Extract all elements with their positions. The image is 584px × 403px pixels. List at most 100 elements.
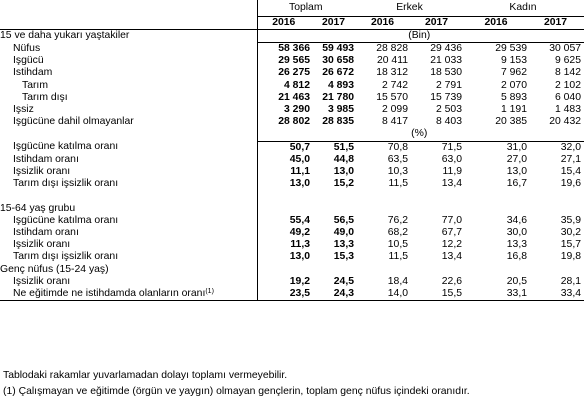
value-cell: 33,1 [465, 287, 530, 302]
row-label: Ne eğitimde ne istihdamda olanların oran… [0, 287, 257, 302]
group-header-1: Erkek [357, 0, 465, 17]
table-row: İşgücüne katılma oranı 55,4 56,5 76,2 77,0 34… [0, 214, 584, 227]
row-label: İşgücüne katılma oranı [0, 141, 257, 154]
value-cell: 16,8 [506, 251, 527, 263]
row-label: İşgücüne katılma oranı [0, 215, 257, 227]
table-row: Ne eğitimde ne istihdamda olanların oran… [0, 287, 584, 302]
row-label: İstihdam [0, 67, 257, 79]
value-cell: 63,0 [441, 153, 462, 165]
table-row: Tarım dışı işsizlik oranı 13,0 15,2 11,5 13,… [0, 178, 584, 191]
value-cell: 24,3 [313, 287, 357, 302]
table-row: İstihdam oranı 45,0 44,8 63,5 63,0 27,0 27,1 [0, 153, 584, 166]
value-cell: 30 057 [549, 42, 581, 54]
header-blank [0, 0, 257, 16]
value-cell: 12,2 [441, 239, 462, 251]
table-row: İstihdam 26 275 26 672 18 312 18 530 7 962 8 1… [0, 67, 584, 80]
row-label-text: İşsiz [13, 103, 34, 115]
section-15-64-title-blank [313, 203, 357, 215]
section-youth-title-label: Genç nüfus (15-24 yaş) [0, 263, 109, 275]
value-cell: 19,2 [256, 275, 313, 288]
row-label: Tarım [0, 80, 257, 92]
value-cell: 67,7 [441, 226, 462, 238]
value-cell: 1 483 [554, 103, 581, 115]
row-label-text: İstihdam [13, 67, 53, 79]
value-cell: 20 385 [495, 116, 527, 128]
value-cell: 77,0 [441, 214, 462, 226]
unit-percent-row: (%) [0, 128, 584, 142]
value-cell: 59 493 [322, 42, 354, 54]
table-row: İstihdam oranı 49,2 49,0 68,2 67,7 30,0 30,2 [0, 226, 584, 240]
row-label-text: Ne eğitimde ne istihdamda olanların oran… [13, 287, 206, 299]
row-label: Tarım dışı işsizlik oranı [0, 178, 257, 190]
value-cell: 26 275 [256, 67, 313, 80]
table-row: Tarım 4 812 4 893 2 742 2 791 2 070 2 102 [0, 79, 584, 92]
value-cell: 13,3 [333, 239, 354, 251]
row-label-text: İşsizlik oranı [13, 275, 71, 287]
value-cell: 49,0 [333, 226, 354, 238]
section-15-plus-title-label: 15 ve daha yukarı yaştakiler [0, 29, 130, 41]
table-row: İşgücüne dahil olmayanlar 28 802 28 835 8 4… [0, 116, 584, 129]
value-cell: 18,4 [387, 275, 408, 287]
table-row: Nüfus 58 366 59 493 28 828 29 436 29 539 30 05… [0, 42, 584, 56]
value-cell: 8 142 [554, 67, 581, 79]
value-cell: 4 893 [327, 79, 354, 91]
value-cell: 32,0 [560, 141, 581, 153]
row-label: İşgücü [0, 55, 257, 67]
year-header-1: 2017 [313, 16, 357, 30]
spacer [465, 190, 530, 202]
year-header-3: 2017 [411, 16, 465, 30]
table-row: Tarım dışı işsizlik oranı 13,0 15,3 11,5 13,… [0, 251, 584, 264]
value-cell: 2 070 [500, 79, 527, 91]
value-cell: 63,5 [387, 153, 408, 165]
table-row: İşgücüne katılma oranı 50,7 51,5 70,8 71,5 31… [0, 141, 584, 154]
row-label-text: Tarım dışı işsizlik oranı [13, 178, 119, 190]
row-label-text: İşgücüne katılma oranı [13, 141, 119, 153]
section-youth-title-blank [411, 264, 465, 276]
value-cell: 56,5 [333, 214, 354, 226]
value-cell: 21 033 [430, 55, 462, 67]
value-cell: 28 835 [322, 116, 354, 128]
value-cell: 28 828 [376, 42, 408, 54]
row-label-text: İşsizlik oranı [13, 239, 71, 251]
unit-percent-row-label: (%) [256, 128, 584, 142]
table-row: Tarım dışı 21 463 21 780 15 570 15 739 5 893 6… [0, 91, 584, 104]
year-header-2: 2016 [357, 16, 411, 30]
row-label: İşsizlik oranı [0, 239, 257, 251]
value-cell: 8 417 [381, 116, 408, 128]
value-cell: 70,8 [387, 141, 408, 153]
value-cell: 31,0 [506, 141, 527, 153]
neet-footnote: (1) Çalışmayan ve eğitimde (örgün ve yay… [3, 386, 470, 397]
value-cell: 20 411 [376, 55, 408, 67]
group-header-0: Toplam [256, 0, 357, 17]
value-cell: 27,1 [560, 153, 581, 165]
spacer [256, 190, 313, 203]
row-label: İstihdam oranı [0, 227, 257, 239]
year-header-row: 2016 2017 2016 2017 2016 2017 [0, 16, 584, 30]
value-cell: 58 366 [256, 42, 313, 56]
value-cell: 13,0 [256, 251, 313, 264]
value-cell: 20 432 [549, 116, 581, 128]
value-cell: 44,8 [333, 153, 354, 165]
value-cell: 15,3 [333, 251, 354, 263]
value-cell: 45,0 [256, 153, 313, 166]
value-cell: 2 102 [554, 79, 581, 91]
value-cell: 8 403 [435, 116, 462, 128]
value-cell: 3 985 [327, 103, 354, 115]
value-cell: 5 893 [500, 91, 527, 103]
table-row: İşsizlik oranı 19,2 24,5 18,4 22,6 20,5 28,1 [0, 275, 584, 288]
spacer-row [0, 190, 584, 203]
group-header-2: Kadın [465, 0, 584, 17]
value-cell: 15 739 [430, 91, 462, 103]
row-label-text: İstihdam oranı [13, 153, 79, 165]
spacer [357, 190, 411, 202]
row-label: İşsizlik oranı [0, 276, 257, 288]
value-cell: 21 780 [322, 91, 354, 103]
row-label-text: Tarım dışı [22, 91, 68, 103]
value-cell: 33,4 [530, 287, 584, 302]
row-label-text: Tarım dışı işsizlik oranı [13, 251, 119, 263]
value-cell: 22,6 [441, 275, 462, 287]
value-cell: 55,4 [256, 214, 313, 227]
section-15-plus-title: 15 ve daha yukarı yaştakiler (Bin) [0, 29, 584, 43]
value-cell: 2 503 [435, 103, 462, 115]
row-label: İşsiz [0, 104, 257, 116]
